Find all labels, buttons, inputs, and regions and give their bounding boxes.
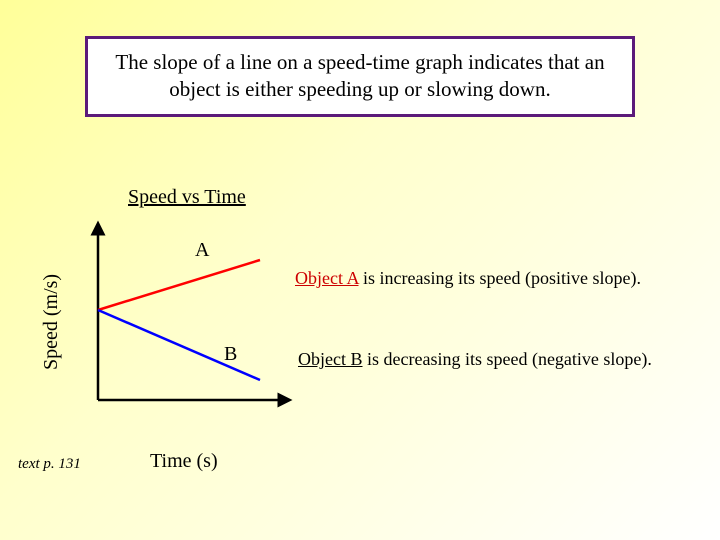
speed-time-chart bbox=[80, 220, 300, 420]
series-label-b: B bbox=[224, 343, 237, 366]
annotation-a-rest: is increasing its speed (positive slope)… bbox=[359, 268, 641, 288]
x-axis-label: Time (s) bbox=[150, 450, 218, 473]
annotation-b-rest: is decreasing its speed (negative slope)… bbox=[363, 349, 652, 369]
series-line-a bbox=[98, 260, 260, 310]
chart-title: Speed vs Time bbox=[128, 186, 246, 209]
annotation-b-lead: Object B bbox=[298, 349, 363, 369]
annotation-a: Object A is increasing its speed (positi… bbox=[295, 268, 641, 289]
footnote: text p. 131 bbox=[18, 456, 81, 473]
series-label-a: A bbox=[195, 239, 209, 262]
header-text: The slope of a line on a speed-time grap… bbox=[115, 50, 604, 101]
header-box: The slope of a line on a speed-time grap… bbox=[85, 36, 635, 117]
annotation-b: Object B is decreasing its speed (negati… bbox=[298, 349, 652, 370]
y-axis-label: Speed (m/s) bbox=[40, 274, 63, 370]
annotation-a-lead: Object A bbox=[295, 268, 359, 288]
